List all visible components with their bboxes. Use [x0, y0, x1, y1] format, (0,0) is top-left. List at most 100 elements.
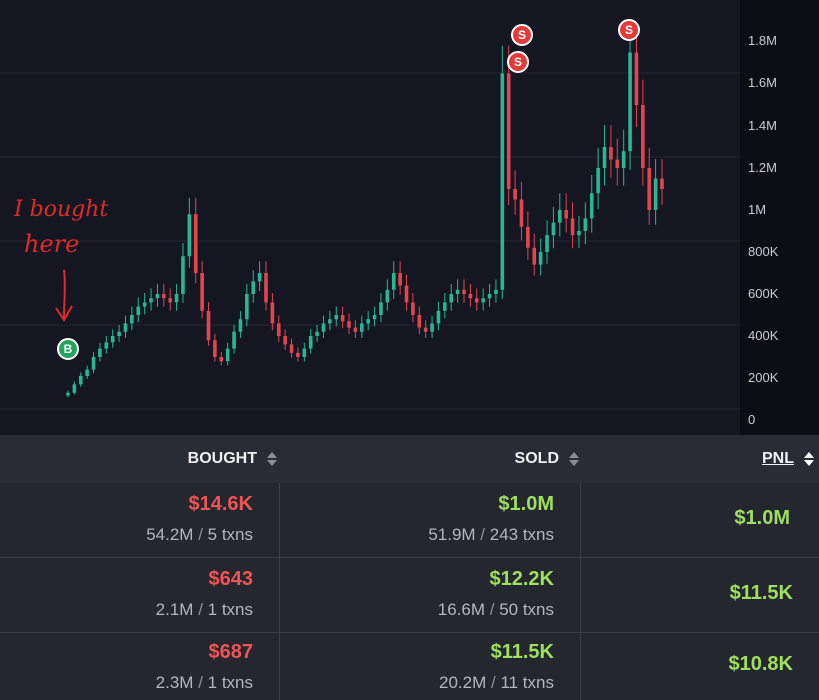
sell-marker-label: S [624, 23, 633, 37]
candle-body [621, 151, 626, 168]
candle-body [123, 323, 128, 332]
candle-body [302, 348, 307, 357]
arrow-head-icon [55, 305, 73, 322]
candle-body [276, 323, 281, 336]
price-tick: 0 [748, 412, 756, 427]
candle-body [583, 218, 588, 231]
bought-txns: 1 txns [207, 673, 253, 692]
candle-body [206, 310, 211, 341]
candle-body [430, 323, 434, 332]
bought-detail: 54.2M / 5 txns [146, 525, 253, 544]
candle-body [564, 210, 568, 219]
candle-body [641, 105, 645, 168]
pnl-value: $10.8K [728, 653, 794, 675]
annotation-line-1: I bought [14, 197, 108, 222]
candle-body [104, 342, 109, 349]
candle-body [232, 331, 236, 349]
annotation-line-2: here [24, 230, 79, 258]
table-row[interactable]: $687 2.3M / 1 txns $11.5K 20.2M / 11 txn… [0, 633, 819, 700]
trades-table: BOUGHT SOLD PNL $14.6K 54.2M / 5 txns $1… [0, 435, 819, 700]
candle-body [283, 336, 287, 345]
candle-body [404, 285, 409, 303]
sort-icon[interactable] [804, 451, 814, 467]
sold-txns: 50 txns [499, 600, 554, 619]
price-chart[interactable]: S S S B I bought here 1.8M 1.6M 1.4M 1.2… [0, 0, 819, 435]
column-header-sold[interactable]: SOLD [280, 435, 581, 483]
candle-body [289, 344, 294, 353]
candle-body [98, 348, 102, 357]
candle-body [219, 357, 224, 362]
sell-marker-label: S [513, 55, 522, 69]
pnl-value: $11.5K [729, 582, 793, 604]
candle-body [168, 298, 172, 303]
sell-marker[interactable]: S [618, 19, 640, 41]
pnl-cell: $11.5K [581, 558, 819, 632]
candle-body [417, 315, 422, 328]
candle-body [130, 315, 134, 324]
buy-marker[interactable]: B [57, 338, 79, 360]
sold-txns: 11 txns [500, 673, 554, 692]
candle-body [193, 214, 198, 273]
candlestick-plot[interactable] [0, 0, 740, 435]
candle-body [538, 252, 543, 265]
candle-body [264, 273, 268, 303]
candle-body [545, 235, 549, 252]
candle-body [117, 331, 121, 336]
price-axis[interactable]: 1.8M 1.6M 1.4M 1.2M 1M 800K 600K 400K 20… [740, 0, 819, 435]
price-tick: 1.4M [748, 118, 777, 133]
buy-marker-label: B [63, 342, 73, 356]
candle-body [136, 306, 141, 315]
bought-value: $687 [208, 641, 254, 663]
candle-body [162, 294, 166, 299]
candle-body [526, 226, 530, 248]
candle-body [494, 289, 498, 294]
candle-body [385, 289, 390, 303]
sort-icon[interactable] [267, 451, 277, 467]
candle-body [340, 315, 345, 322]
candle-body [187, 214, 192, 257]
candle-body [628, 52, 632, 152]
candle-body [78, 375, 83, 385]
sell-marker-label: S [517, 28, 526, 42]
bought-cell: $687 2.3M / 1 txns [0, 633, 280, 700]
bought-cell: $14.6K 54.2M / 5 txns [0, 483, 280, 557]
candle-body [366, 319, 370, 324]
candle-body [411, 302, 415, 315]
column-header-label: BOUGHT [187, 450, 257, 467]
candle-body [142, 302, 147, 307]
candle-body [602, 147, 607, 168]
bought-cell: $643 2.1M / 1 txns [0, 558, 280, 632]
candle-body [500, 73, 505, 290]
candle-body [72, 384, 77, 393]
candle-body [110, 336, 115, 343]
sold-cell: $1.0M 51.9M / 243 txns [280, 483, 581, 557]
bought-value: $643 [208, 568, 254, 590]
table-row[interactable]: $643 2.1M / 1 txns $12.2K 16.6M / 50 txn… [0, 558, 819, 633]
column-header-bought[interactable]: BOUGHT [0, 435, 280, 483]
candle-body [391, 273, 396, 290]
sell-marker[interactable]: S [507, 51, 529, 73]
candle-body [238, 319, 243, 332]
candle-body [532, 247, 537, 265]
arrow-down-icon [63, 269, 66, 319]
candle-body [423, 327, 428, 332]
candle-body [634, 52, 639, 105]
candle-body [596, 168, 600, 194]
candle-body [213, 340, 217, 357]
candle-body [589, 193, 594, 219]
candle-body [149, 298, 153, 303]
handwritten-annotation: I bought here [14, 197, 108, 322]
table-row[interactable]: $14.6K 54.2M / 5 txns $1.0M 51.9M / 243 … [0, 483, 819, 558]
candle-body [308, 336, 313, 349]
sort-icon[interactable] [569, 451, 579, 467]
bought-detail: 2.3M / 1 txns [155, 673, 253, 692]
sold-value: $1.0M [498, 493, 554, 515]
candle-body [91, 357, 96, 370]
sold-tokens: 51.9M [428, 525, 476, 544]
sell-marker[interactable]: S [511, 24, 533, 46]
candle-body [615, 159, 620, 168]
column-header-pnl[interactable]: PNL [581, 435, 819, 483]
sold-value: $12.2K [489, 568, 555, 590]
sold-detail: 20.2M / 11 txns [439, 673, 554, 692]
candle-body [225, 348, 230, 362]
